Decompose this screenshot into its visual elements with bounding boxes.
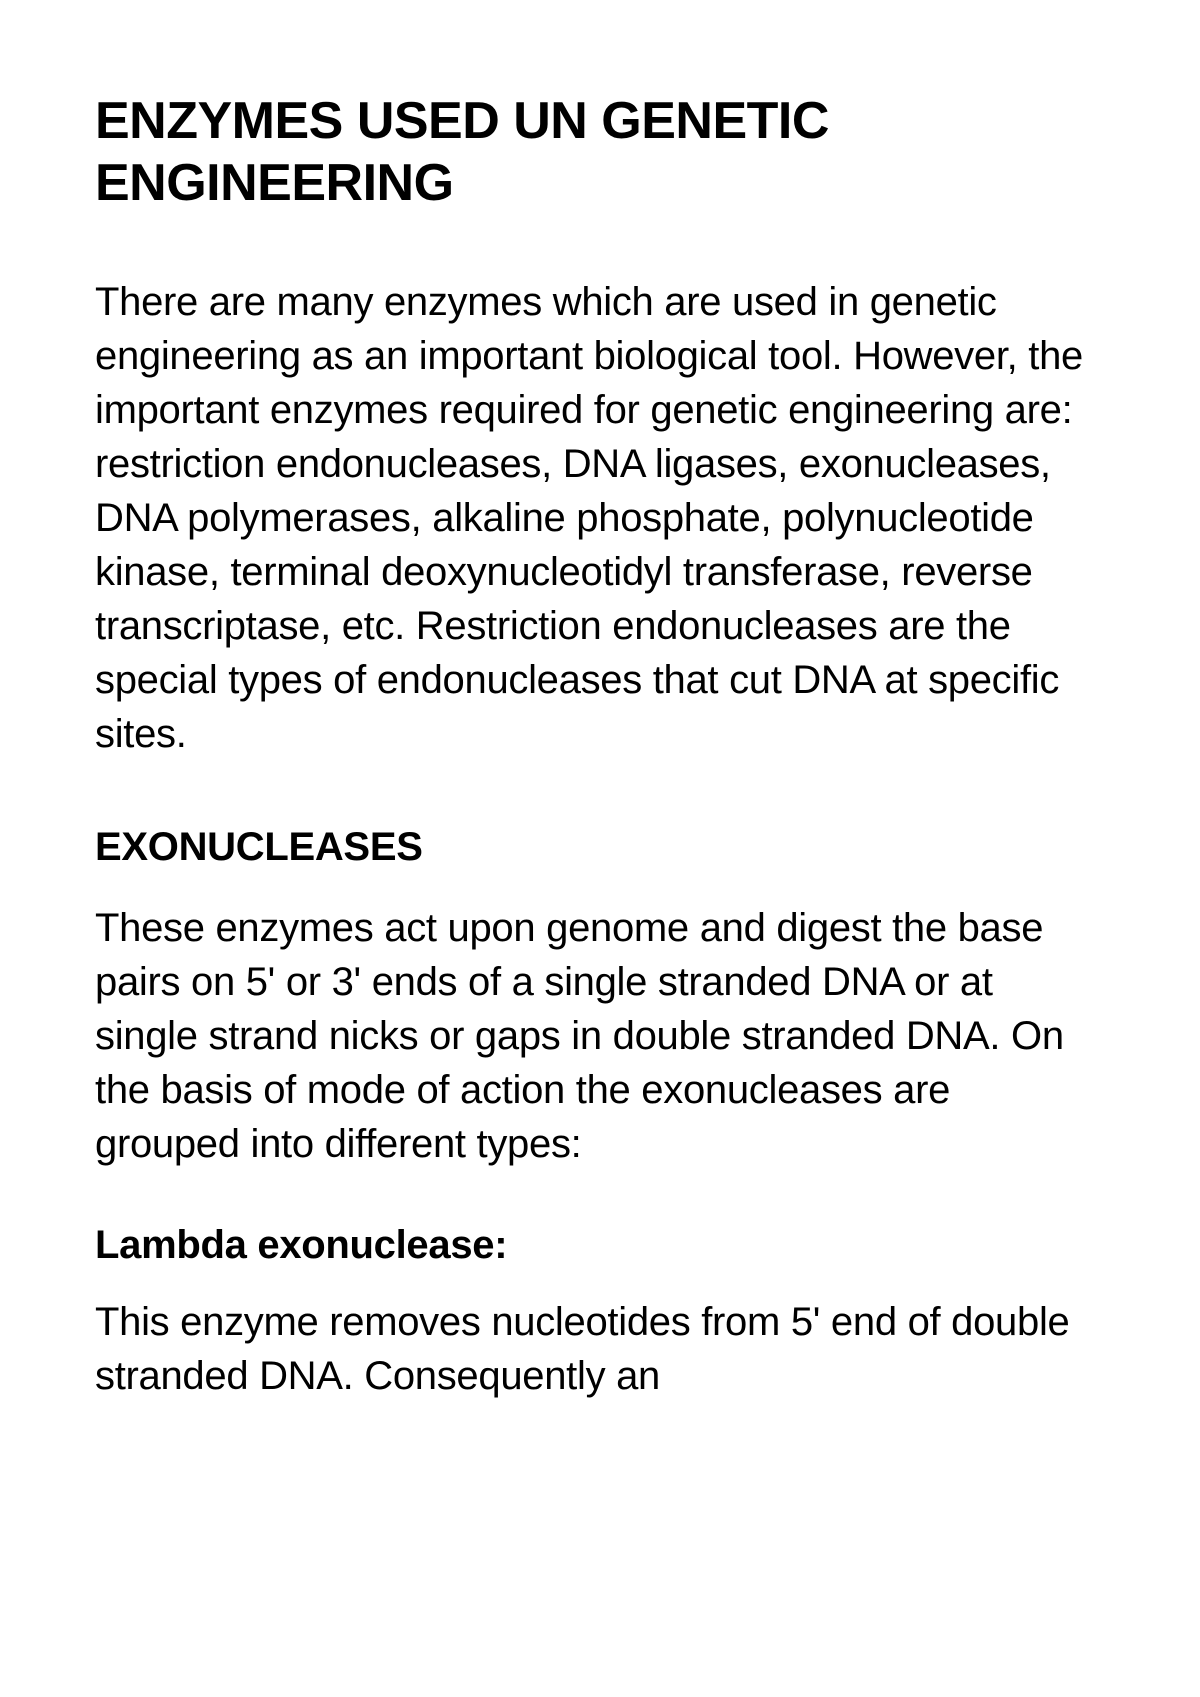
section-heading-exonucleases: EXONUCLEASES	[95, 821, 1105, 873]
subsection-heading-lambda: Lambda exonuclease:	[95, 1219, 1105, 1271]
section-body-exonucleases: These enzymes act upon genome and digest…	[95, 901, 1105, 1171]
subsection-body-lambda: This enzyme removes nucleotides from 5' …	[95, 1295, 1105, 1403]
document-title: ENZYMES USED UN GENETIC ENGINEERING	[95, 90, 1105, 215]
intro-paragraph: There are many enzymes which are used in…	[95, 275, 1105, 761]
